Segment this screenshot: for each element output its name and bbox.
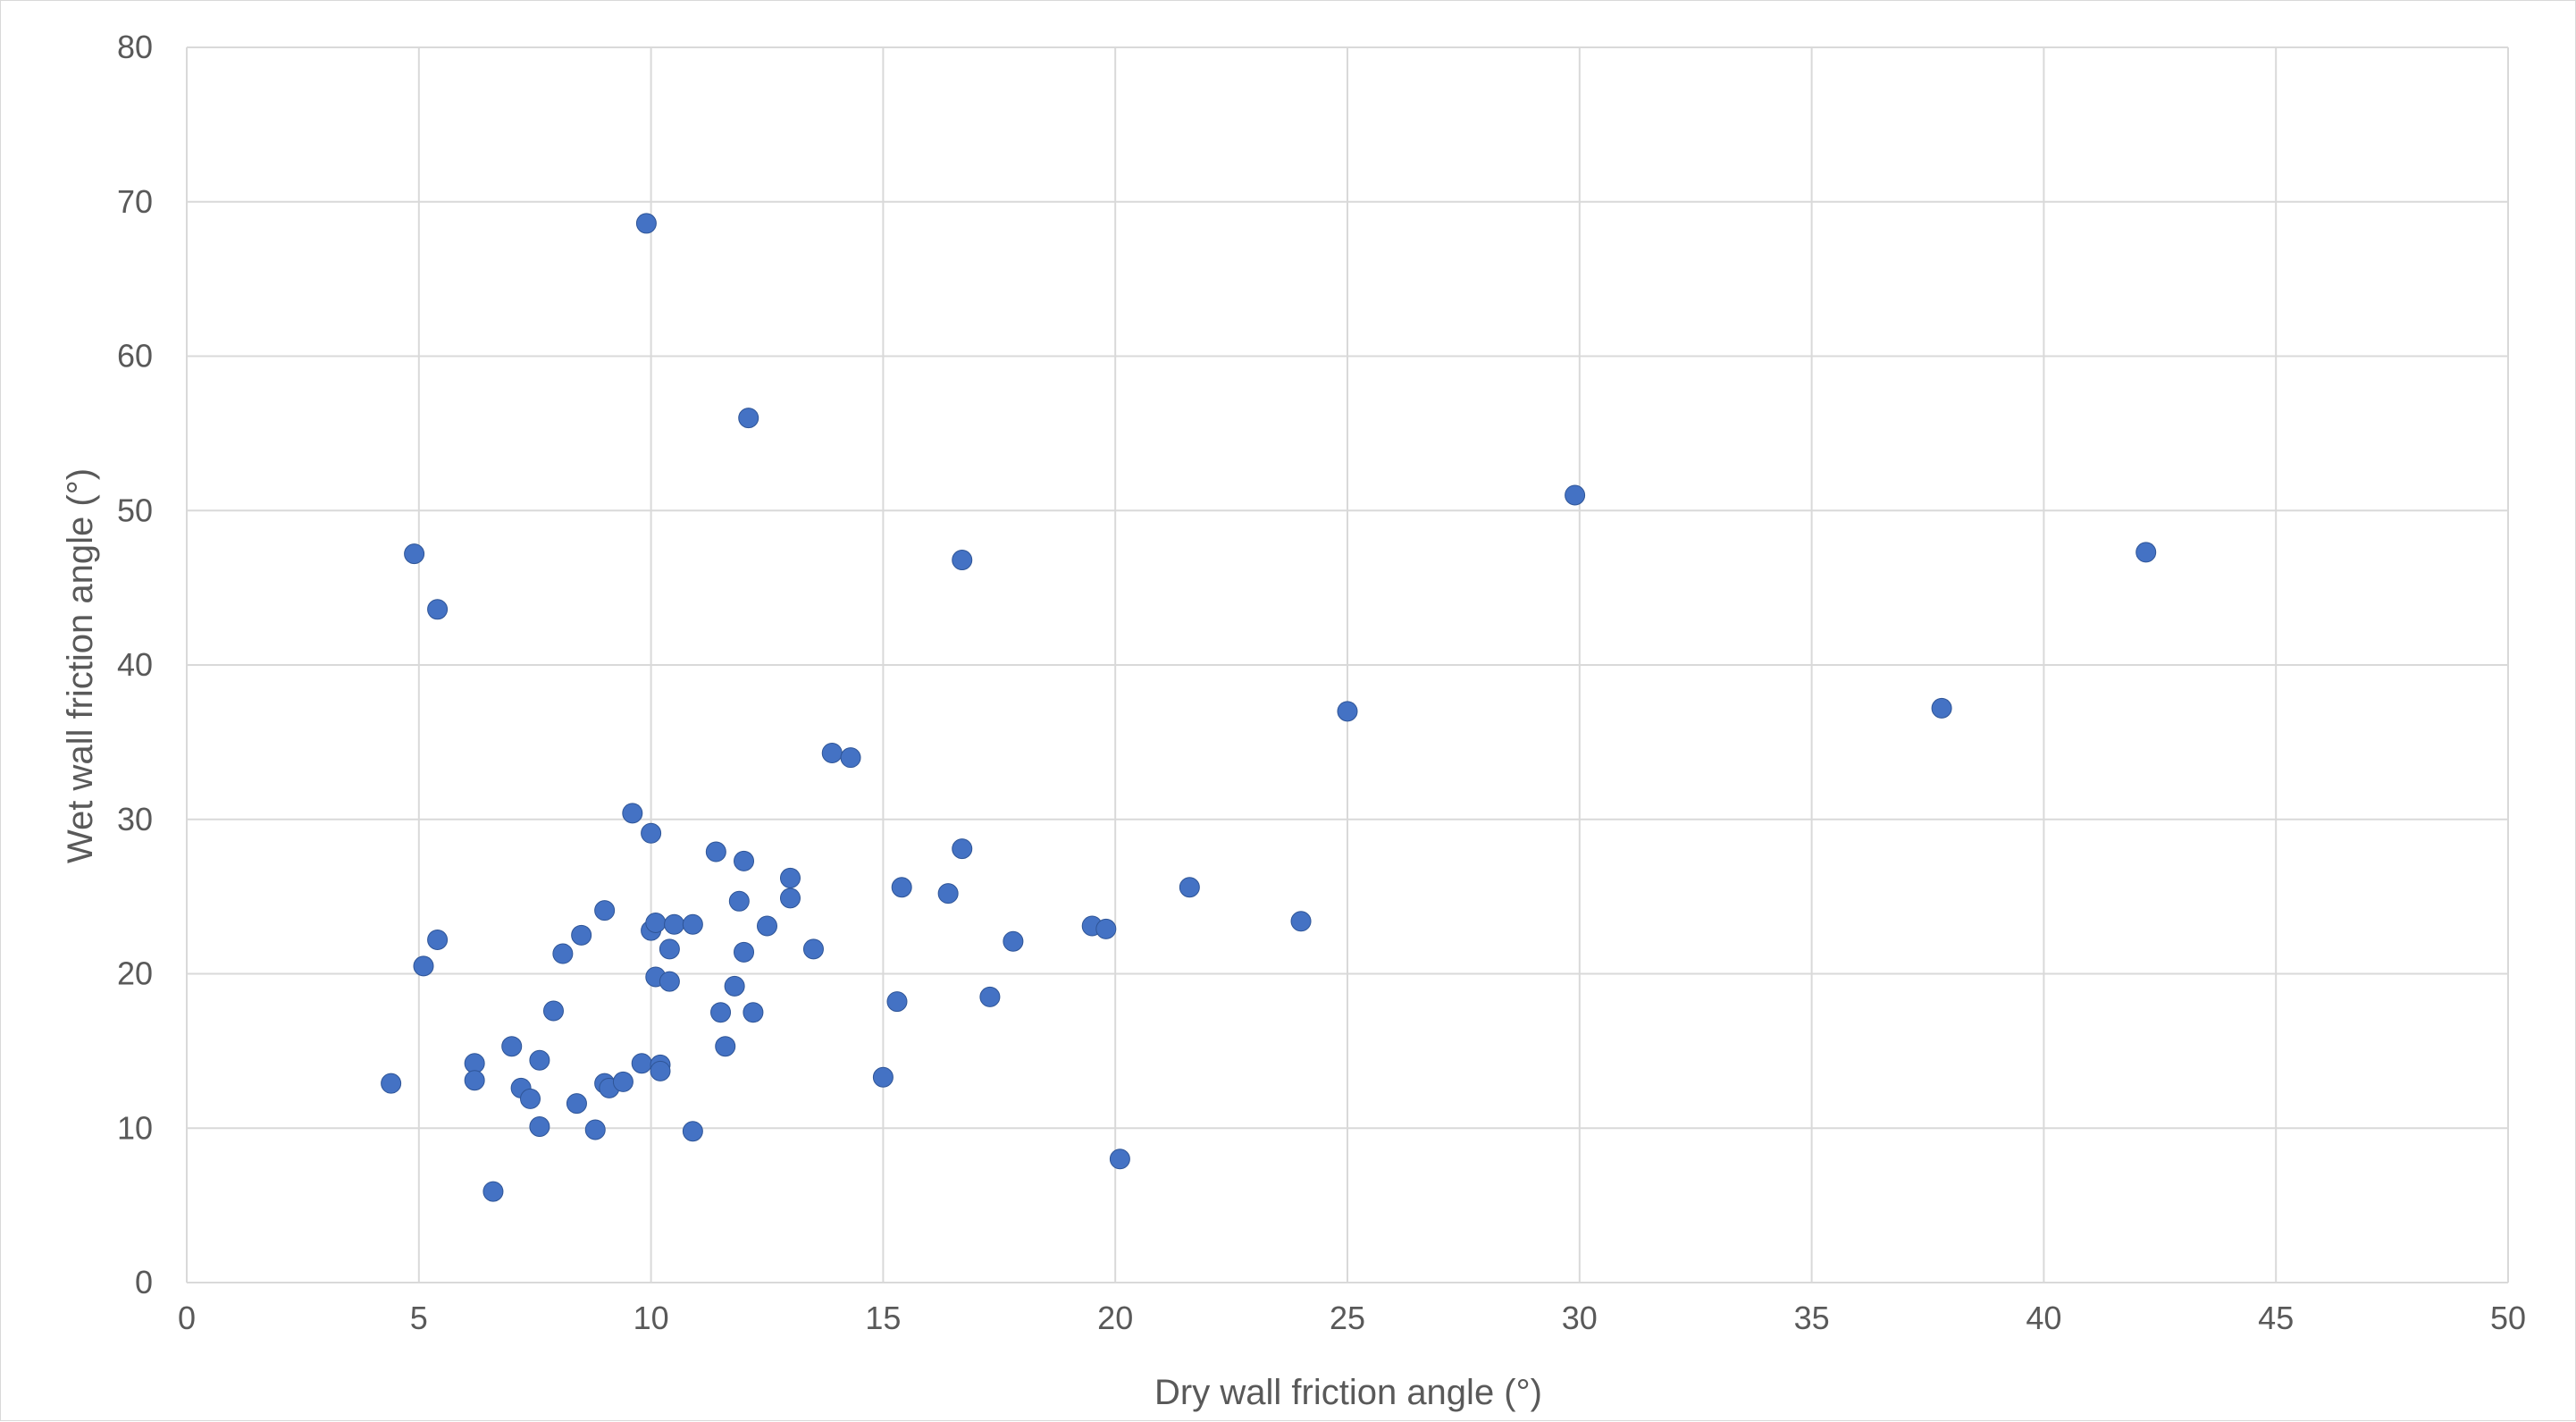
data-point <box>635 213 657 234</box>
x-tick-label: 30 <box>1562 1300 1598 1336</box>
data-point <box>427 599 449 620</box>
data-point <box>734 850 755 871</box>
data-point <box>659 938 680 960</box>
data-point <box>734 941 755 963</box>
x-tick-label: 35 <box>1794 1300 1830 1336</box>
data-point <box>682 1121 703 1142</box>
data-point <box>779 867 801 888</box>
data-point <box>645 912 667 933</box>
data-point <box>664 913 685 935</box>
data-point <box>937 883 959 905</box>
data-point <box>1565 484 1586 506</box>
data-point <box>552 943 574 964</box>
y-tick-label: 10 <box>117 1109 153 1146</box>
data-point <box>738 408 759 429</box>
data-point <box>1290 911 1312 932</box>
y-tick-label: 60 <box>117 338 153 374</box>
data-point <box>659 971 680 992</box>
data-point <box>821 742 843 763</box>
x-tick-label: 10 <box>634 1300 669 1336</box>
y-tick-label: 0 <box>135 1264 153 1300</box>
y-axis-title: Wet wall friction angle (°) <box>61 468 100 863</box>
gridlines <box>186 46 2509 1283</box>
data-point <box>529 1116 550 1138</box>
data-point <box>757 915 777 937</box>
data-point <box>650 1060 671 1081</box>
data-point <box>413 955 434 977</box>
data-point <box>715 1036 736 1057</box>
y-tick-label: 50 <box>117 492 153 528</box>
data-point <box>641 822 662 844</box>
y-tick-label: 70 <box>117 183 153 220</box>
data-point <box>566 1093 587 1115</box>
tick-labels: 0 5 10 15 20 25 30 35 40 45 50 0 10 20 30 40 50 60 70 80 <box>117 29 2526 1336</box>
data-point <box>952 550 973 571</box>
data-point <box>979 986 1001 1007</box>
data-point <box>872 1066 894 1088</box>
data-point <box>886 991 908 1013</box>
data-point <box>705 841 726 862</box>
x-axis-title: Dry wall friction angle (°) <box>1154 1373 1542 1412</box>
x-tick-label: 5 <box>410 1300 428 1336</box>
data-point <box>1179 877 1200 898</box>
data-point <box>612 1071 634 1092</box>
data-point <box>710 1002 732 1023</box>
y-tick-label: 40 <box>117 646 153 683</box>
data-point <box>542 1000 564 1022</box>
data-point <box>952 838 973 860</box>
x-tick-label: 40 <box>2026 1300 2061 1336</box>
data-point <box>802 938 824 960</box>
x-tick-label: 50 <box>2490 1300 2526 1336</box>
data-point <box>482 1181 504 1202</box>
data-point <box>427 929 449 950</box>
data-point <box>404 543 425 565</box>
data-point <box>529 1049 550 1071</box>
data-point <box>779 888 801 909</box>
x-tick-label: 15 <box>865 1300 901 1336</box>
data-point <box>631 1053 652 1074</box>
x-tick-label: 45 <box>2258 1300 2294 1336</box>
data-point <box>724 975 745 997</box>
data-point <box>501 1036 523 1057</box>
data-point <box>728 890 750 912</box>
data-point <box>1337 701 1358 722</box>
data-point <box>682 913 703 935</box>
x-tick-label: 20 <box>1097 1300 1133 1336</box>
data-point <box>2135 542 2157 563</box>
data-point <box>622 803 643 824</box>
y-tick-label: 30 <box>117 801 153 837</box>
data-points <box>381 213 2157 1202</box>
data-point <box>594 900 616 921</box>
y-tick-label: 80 <box>117 29 153 65</box>
data-point <box>520 1088 541 1109</box>
data-point <box>1931 697 1952 719</box>
data-point <box>1109 1149 1130 1170</box>
x-tick-label: 0 <box>178 1300 196 1336</box>
y-tick-label: 20 <box>117 955 153 992</box>
data-point <box>743 1002 764 1023</box>
data-point <box>381 1073 402 1094</box>
data-point <box>1095 918 1117 939</box>
data-point <box>840 747 861 769</box>
data-point <box>1003 930 1024 952</box>
data-point <box>891 877 912 898</box>
x-tick-label: 25 <box>1330 1300 1365 1336</box>
data-point <box>571 924 592 946</box>
data-point <box>464 1070 485 1091</box>
data-point <box>584 1119 606 1140</box>
